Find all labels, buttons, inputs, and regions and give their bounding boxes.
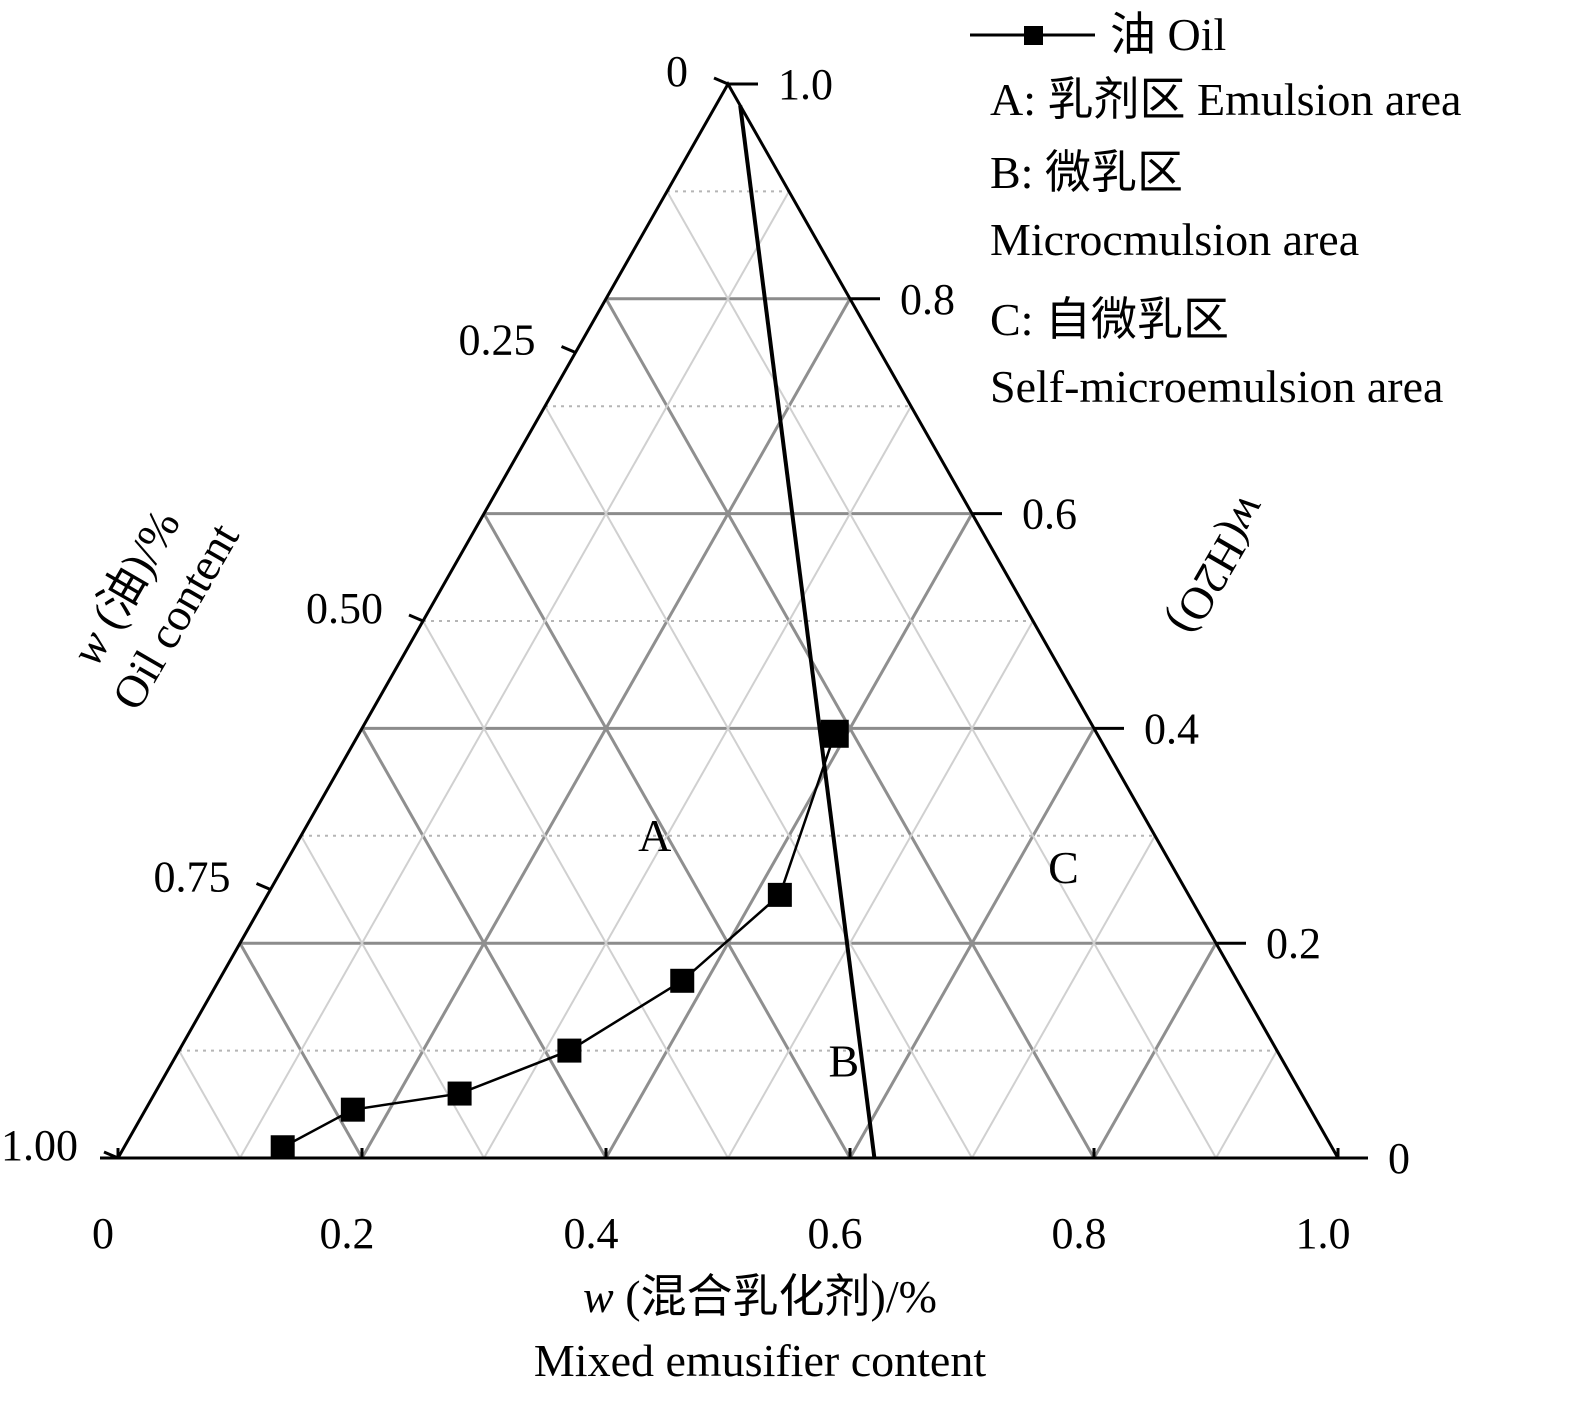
right-tick-label: 0.6 xyxy=(1022,490,1077,539)
grid-line-oil-minor xyxy=(666,190,1217,1159)
left-tick xyxy=(103,1150,119,1160)
grid-line-oil-minor xyxy=(300,835,485,1159)
left-axis-title: w (油)/% Oil content xyxy=(61,501,249,718)
axis-ticks: 0 0.2 0.4 0.6 0.8 1.000.250.500.751.00 00.20.4… xyxy=(1,47,1410,1258)
legend-series-label: 油 Oil xyxy=(1110,9,1226,60)
bottom-tick-label: 1.0 xyxy=(1296,1209,1351,1258)
bottom-tick-label: 0 xyxy=(92,1209,114,1258)
grid-line-oil xyxy=(360,727,608,1159)
right-tick-label: 1.0 xyxy=(778,60,833,109)
right-axis-title: w(H2O) xyxy=(1160,488,1280,644)
bottom-axis-title-line1: w (混合乳化剂)/% xyxy=(583,1271,937,1322)
left-tick xyxy=(255,882,272,891)
left-tick-label: 0.25 xyxy=(459,316,536,365)
grid-line-oil xyxy=(604,298,1096,1159)
data-point xyxy=(767,882,792,907)
legend-square-marker xyxy=(1024,26,1043,45)
grid-line-emulsifier-minor xyxy=(971,835,1156,1159)
grid-line-emulsifier-minor xyxy=(727,620,1034,1159)
bottom-axis-title-line2: Mixed emusifier content xyxy=(534,1335,986,1386)
grid-line-emulsifier-minor xyxy=(239,190,790,1159)
data-point xyxy=(340,1097,365,1122)
grid-line-oil-minor xyxy=(178,1050,241,1159)
region-boundary-line xyxy=(738,105,877,1159)
left-tick-label: 0 xyxy=(666,47,688,96)
grid-line-oil-minor xyxy=(544,405,973,1159)
left-tick-label: 0.75 xyxy=(154,853,231,902)
left-tick-label: 1.00 xyxy=(1,1121,78,1170)
data-point xyxy=(820,719,849,748)
region-label-c: C xyxy=(1048,842,1079,893)
left-tick xyxy=(408,613,424,623)
legend-region-c-line1: C: 自微乳区 xyxy=(990,294,1229,345)
legend-region-a: A: 乳剂区 Emulsion area xyxy=(990,74,1461,125)
right-tick-label: 0.8 xyxy=(900,275,955,324)
left-tick xyxy=(713,76,729,86)
data-point xyxy=(447,1081,472,1106)
boundary-line xyxy=(738,105,877,1159)
bottom-tick-label: 0.6 xyxy=(808,1209,863,1258)
left-tick-label: 0.50 xyxy=(306,584,383,633)
data-point xyxy=(557,1038,582,1063)
legend: 油 Oil A: 乳剂区 Emulsion area B: 微乳区 Microc… xyxy=(970,9,1461,412)
legend-region-b-line1: B: 微乳区 xyxy=(990,147,1183,198)
bottom-tick-label: 0.2 xyxy=(320,1209,375,1258)
region-label-b: B xyxy=(829,1035,860,1086)
grid-line-emulsifier-minor xyxy=(1215,1050,1278,1159)
grid-line-oil-minor xyxy=(422,620,729,1159)
grid xyxy=(178,190,1278,1159)
legend-region-b-line2: Microcmulsion area xyxy=(990,214,1359,265)
bottom-tick-label: 0.4 xyxy=(564,1209,619,1258)
right-tick-label: 0.2 xyxy=(1266,919,1321,968)
region-labels: A B C xyxy=(638,810,1079,1087)
right-axis-title-text: w(H2O) xyxy=(1160,488,1280,644)
grid-line-emulsifier-minor xyxy=(483,405,912,1159)
data-point xyxy=(270,1135,295,1160)
series-oil xyxy=(270,719,849,1160)
right-tick-label: 0.4 xyxy=(1144,704,1199,753)
region-label-a: A xyxy=(638,810,671,861)
bottom-tick-label: 0.8 xyxy=(1052,1209,1107,1258)
left-tick xyxy=(560,345,577,354)
legend-region-c-line2: Self-microemulsion area xyxy=(990,361,1443,412)
data-point xyxy=(670,968,695,993)
series-line xyxy=(282,733,836,1149)
bottom-axis-title: w (混合乳化剂)/% Mixed emusifier content xyxy=(534,1271,986,1386)
right-tick-label: 0 xyxy=(1388,1134,1410,1183)
